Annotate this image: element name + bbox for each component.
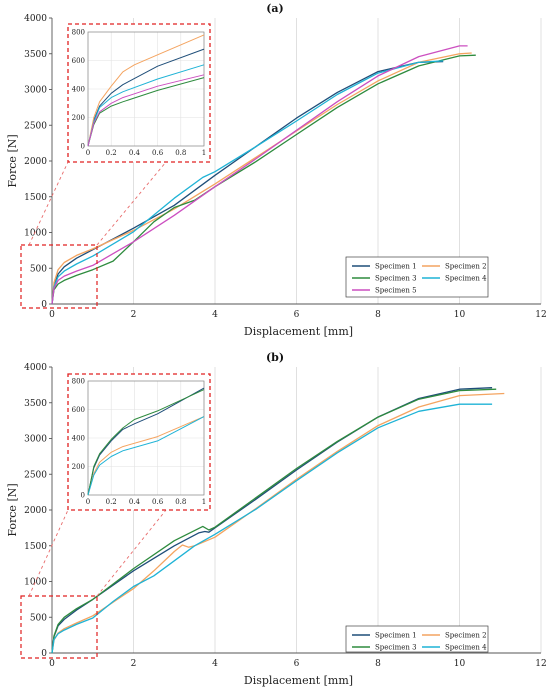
inset-x-tick-label: 1 (202, 149, 206, 157)
inset-x-tick-label: 0.6 (152, 149, 164, 157)
y-axis-label: Force [N] (6, 483, 19, 536)
y-tick-label: 1500 (24, 542, 47, 552)
y-tick-label: 1500 (24, 193, 47, 203)
zoom-connector (28, 161, 69, 246)
x-tick-label: 6 (294, 659, 300, 669)
inset-x-tick-label: 0 (86, 498, 90, 506)
x-tick-label: 2 (131, 310, 137, 320)
chart-a: 0 2 4 6 8 10 120500100015002000250030003500400… (6, 14, 547, 338)
y-tick-label: 500 (30, 613, 47, 623)
inset-series-line-specimen-5 (87, 74, 205, 147)
inset-x-tick-label: 0.8 (175, 149, 186, 157)
zoom-region-box (20, 595, 98, 659)
x-axis-label: Displacement [mm] (244, 325, 353, 338)
inset-series-line-specimen-1 (87, 48, 205, 147)
y-tick-label: 1000 (24, 229, 47, 239)
x-tick-label: 2 (131, 659, 137, 669)
legend-label-specimen-1: Specimen 1 (375, 632, 417, 640)
zoom-connector (28, 509, 69, 597)
legend-label-specimen-4: Specimen 4 (445, 644, 487, 652)
inset-series-line-specimen-4 (87, 64, 205, 147)
series-line-specimen-2 (51, 392, 505, 654)
inset-series-line-specimen-4 (87, 416, 205, 496)
series-line-specimen-3 (51, 54, 476, 305)
inset-series-line-specimen-1 (87, 387, 205, 496)
x-tick-label: 0 (49, 310, 55, 320)
x-tick-label: 12 (535, 310, 546, 320)
inset-y-tick-label: 0 (81, 492, 85, 500)
y-tick-label: 2500 (24, 121, 47, 131)
legend-label-specimen-4: Specimen 4 (445, 275, 487, 283)
inset-y-tick-label: 600 (72, 57, 85, 65)
inset-y-tick-label: 800 (72, 378, 85, 386)
x-tick-label: 12 (535, 659, 546, 669)
inset-plot-area (87, 380, 205, 496)
y-tick-label: 3500 (24, 50, 47, 60)
inset-series-line-specimen-2 (87, 416, 205, 496)
x-tick-label: 4 (212, 659, 218, 669)
inset-frame (67, 23, 211, 163)
legend-label-specimen-3: Specimen 3 (375, 644, 417, 652)
legend-label-specimen-2: Specimen 2 (445, 263, 487, 271)
series-line-specimen-3 (51, 388, 497, 654)
inset-x-tick-label: 0.2 (106, 498, 117, 506)
inset-x-tick-label: 1 (202, 498, 206, 506)
x-tick-label: 10 (454, 310, 466, 320)
legend-label-specimen-2: Specimen 2 (445, 632, 487, 640)
inset-x-tick-label: 0.2 (106, 149, 117, 157)
series-line-specimen-2 (51, 52, 472, 305)
series-line-specimen-1 (51, 60, 444, 305)
inset-x-tick-label: 0.4 (129, 498, 141, 506)
inset-y-tick-label: 0 (81, 143, 85, 151)
series-line-specimen-4 (51, 60, 444, 305)
y-tick-label: 3000 (24, 86, 47, 96)
y-tick-label: 4000 (24, 363, 47, 373)
inset-x-tick-label: 0.6 (152, 498, 164, 506)
x-tick-label: 0 (49, 659, 55, 669)
panel-label-b: (b) (266, 351, 284, 364)
y-tick-label: 3500 (24, 399, 47, 409)
y-tick-label: 1000 (24, 578, 47, 588)
series-line-specimen-4 (51, 403, 493, 654)
x-tick-label: 8 (375, 659, 381, 669)
x-tick-label: 8 (375, 310, 381, 320)
y-axis-label: Force [N] (6, 134, 19, 187)
inset-x-tick-label: 0.4 (129, 149, 141, 157)
zoom-region-box (20, 244, 98, 309)
legend-label-specimen-3: Specimen 3 (375, 275, 417, 283)
y-tick-label: 0 (41, 300, 47, 310)
x-tick-label: 4 (212, 310, 218, 320)
panel-label-a: (a) (266, 2, 284, 15)
inset-y-tick-label: 400 (72, 86, 85, 94)
legend-label-specimen-5: Specimen 5 (375, 287, 417, 295)
inset-series-line-specimen-3 (87, 389, 205, 496)
y-tick-label: 500 (30, 264, 47, 274)
y-tick-label: 4000 (24, 14, 47, 24)
legend-label-specimen-1: Specimen 1 (375, 263, 417, 271)
y-tick-label: 2500 (24, 470, 47, 480)
inset-y-tick-label: 400 (72, 435, 85, 443)
inset-x-tick-label: 0.8 (175, 498, 186, 506)
inset-x-tick-label: 0 (86, 149, 90, 157)
series-line-specimen-5 (51, 45, 468, 305)
inset-y-tick-label: 600 (72, 406, 85, 414)
chart-b: 0246810120500100015002000250030003500400… (6, 363, 547, 687)
inset-y-tick-label: 200 (72, 463, 85, 471)
inset-series-line-specimen-2 (87, 34, 205, 147)
y-tick-label: 2000 (24, 506, 47, 516)
x-tick-label: 10 (454, 659, 466, 669)
y-tick-label: 3000 (24, 435, 47, 445)
y-tick-label: 2000 (24, 157, 47, 167)
inset-y-tick-label: 800 (72, 29, 85, 37)
zoom-connector (96, 509, 167, 597)
inset-y-tick-label: 200 (72, 114, 85, 122)
inset-plot-area (87, 31, 205, 147)
y-tick-label: 0 (41, 649, 47, 659)
x-tick-label: 6 (294, 310, 300, 320)
x-axis-label: Displacement [mm] (244, 674, 353, 687)
